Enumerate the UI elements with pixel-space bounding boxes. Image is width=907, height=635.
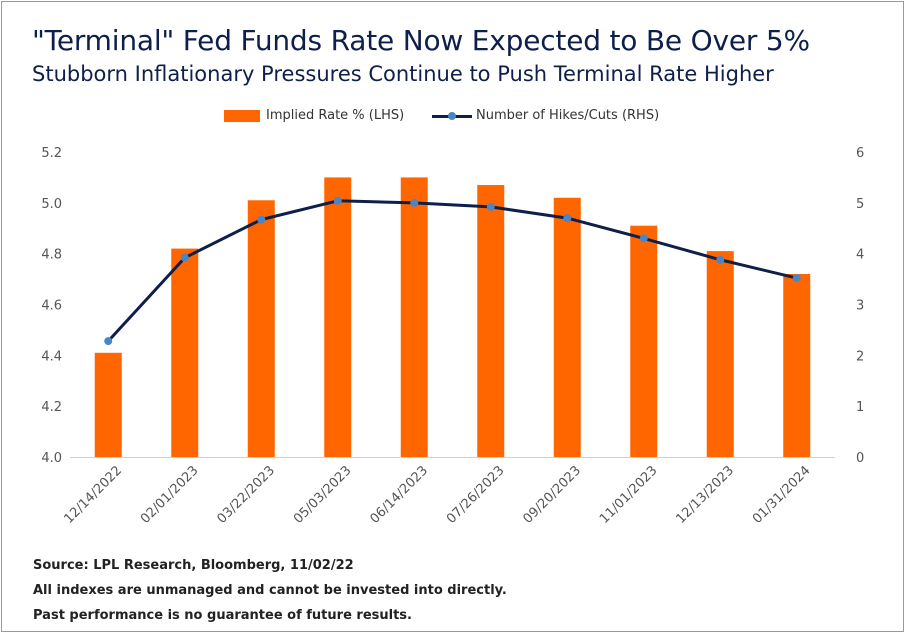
y-left-tick-label: 4.4 — [41, 349, 62, 364]
point-hikes-cuts — [333, 196, 342, 205]
y-right-tick-label: 6 — [856, 146, 864, 161]
bar-implied-rate — [477, 185, 505, 457]
legend-label-implied-rate: Implied Rate % (LHS) — [266, 108, 405, 123]
line-hikes-cuts — [107, 199, 798, 343]
legend-item-hikes-cuts: Number of Hikes/Cuts (RHS) — [432, 108, 659, 123]
x-tick-label: 09/20/2023 — [520, 463, 584, 527]
bar-implied-rate — [630, 225, 658, 457]
source-note: Source: LPL Research, Bloomberg, 11/02/2… — [33, 558, 354, 573]
legend-label-hikes-cuts: Number of Hikes/Cuts (RHS) — [476, 108, 660, 123]
bar-implied-rate — [706, 251, 734, 457]
chart-title: "Terminal" Fed Funds Rate Now Expected t… — [32, 24, 810, 57]
bar-implied-rate — [324, 177, 352, 457]
point-hikes-cuts — [180, 253, 189, 262]
legend-bar-swatch — [224, 109, 260, 122]
y-right-tick-label: 4 — [856, 248, 864, 263]
legend-line-swatch — [432, 110, 472, 122]
x-tick-label: 03/22/2023 — [214, 463, 278, 527]
point-hikes-cuts — [716, 255, 725, 264]
x-tick-label: 11/01/2023 — [597, 463, 661, 527]
y-left-tick-label: 4.2 — [41, 400, 62, 415]
x-tick-label: 07/26/2023 — [444, 463, 508, 527]
bar-implied-rate — [553, 197, 581, 457]
y-left-tick-label: 4.6 — [41, 299, 62, 314]
legend-item-implied-rate: Implied Rate % (LHS) — [224, 108, 404, 123]
y-right-tick-label: 0 — [856, 451, 864, 466]
x-tick-label: 06/14/2023 — [367, 463, 431, 527]
y-left-tick-label: 4.8 — [41, 248, 62, 263]
point-hikes-cuts — [410, 198, 419, 207]
disclaimer-past-performance: Past performance is no guarantee of futu… — [33, 608, 412, 623]
x-tick-label: 02/01/2023 — [138, 463, 202, 527]
point-hikes-cuts — [257, 215, 266, 224]
y-left-tick-label: 5.0 — [41, 197, 62, 212]
chart-subtitle: Stubborn Inflationary Pressures Continue… — [32, 62, 774, 86]
bar-implied-rate — [247, 200, 275, 457]
x-tick-label: 01/31/2024 — [750, 463, 814, 527]
point-hikes-cuts — [104, 337, 113, 346]
y-right-tick-label: 1 — [856, 400, 864, 415]
bar-implied-rate — [400, 177, 428, 457]
point-hikes-cuts — [563, 214, 572, 223]
y-right-tick-label: 5 — [856, 197, 864, 212]
point-hikes-cuts — [639, 234, 648, 243]
x-tick-label: 12/13/2023 — [673, 463, 737, 527]
bar-implied-rate — [783, 274, 811, 457]
disclaimer-unmanaged: All indexes are unmanaged and cannot be … — [33, 583, 507, 598]
point-hikes-cuts — [486, 202, 495, 211]
x-tick-label: 05/03/2023 — [291, 463, 355, 527]
x-tick-label: 12/14/2022 — [61, 463, 125, 527]
y-left-tick-label: 4.0 — [41, 451, 62, 466]
bar-implied-rate — [94, 352, 122, 457]
bar-implied-rate — [171, 248, 199, 457]
y-right-tick-label: 3 — [856, 299, 864, 314]
y-right-tick-label: 2 — [856, 349, 864, 364]
point-hikes-cuts — [792, 274, 801, 283]
y-left-tick-label: 5.2 — [41, 146, 62, 161]
